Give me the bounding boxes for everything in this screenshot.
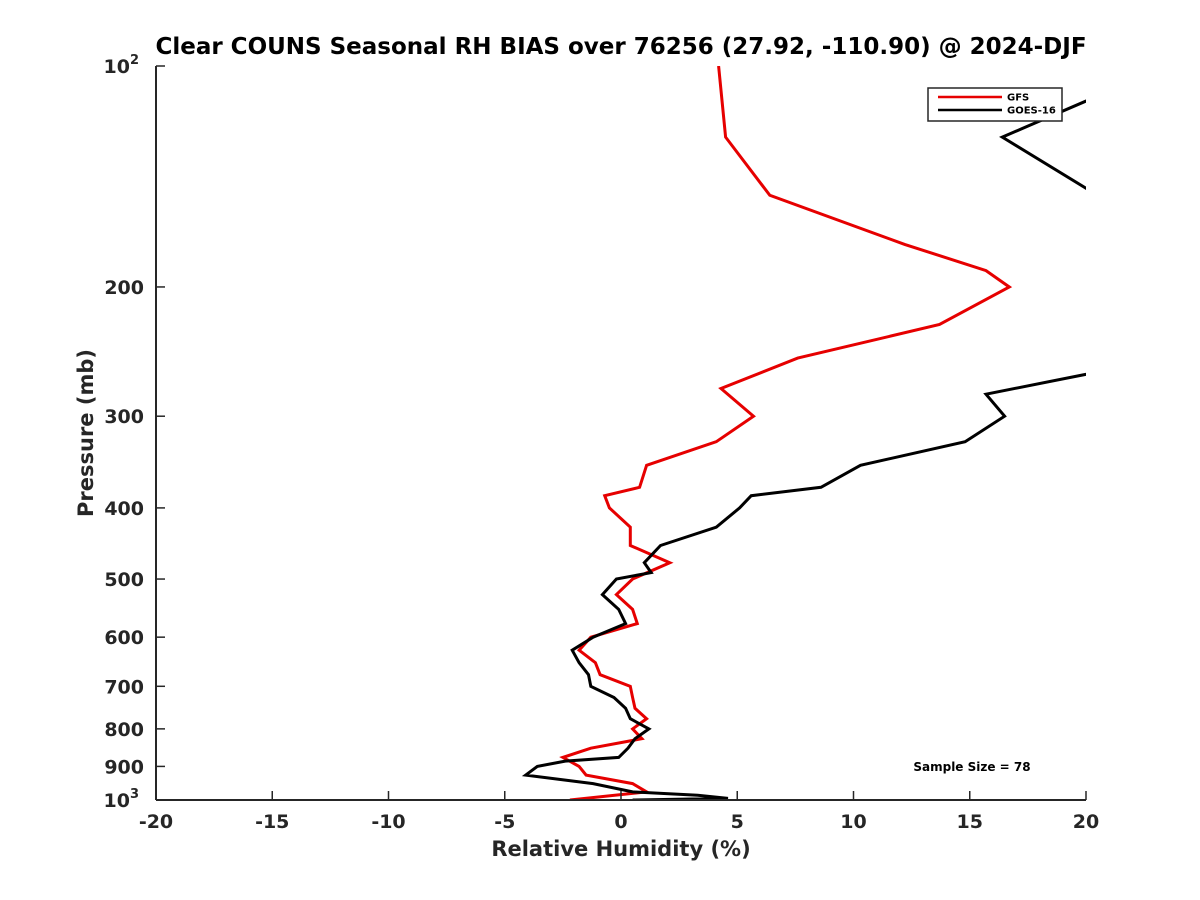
y-tick-label: 200 (104, 277, 144, 299)
legend-label: GOES-16 (1007, 106, 1056, 117)
y-tick-exponent: 2 (130, 53, 139, 68)
x-tick-label: 5 (731, 811, 744, 833)
y-tick-label: 400 (104, 498, 144, 520)
x-axis-label: Relative Humidity (%) (491, 837, 750, 861)
series-line-gfs (559, 66, 1013, 800)
y-axis-label: Pressure (mb) (74, 349, 98, 517)
legend-box (927, 87, 1063, 122)
series-line-goes-16 (521, 99, 1086, 800)
x-tick-label: 0 (614, 811, 627, 833)
y-tick-label: 600 (104, 627, 144, 649)
axes (155, 66, 1086, 801)
x-tick-label: -15 (255, 811, 289, 833)
x-tick-label: -20 (139, 811, 173, 833)
x-tick-label: 20 (1073, 811, 1099, 833)
y-tick-label: 800 (104, 719, 144, 741)
y-tick-label: 300 (104, 406, 144, 428)
x-tick-label: 10 (840, 811, 866, 833)
sample-size-annotation: Sample Size = 78 (913, 760, 1030, 774)
x-tick-label: -10 (371, 811, 405, 833)
y-tick-exponent: 3 (130, 787, 139, 802)
y-tick-label: 10 (104, 790, 130, 812)
legend: GFS GOES-16 (927, 87, 1063, 122)
series-layer (521, 66, 1086, 800)
legend-label: GFS (1007, 93, 1029, 104)
x-tick-label: 15 (957, 811, 983, 833)
x-ticks: -20 -15 -10 -5 0 5 10 15 20 (139, 791, 1099, 833)
y-tick-label: 10 (104, 56, 130, 78)
y-tick-label: 700 (104, 676, 144, 698)
y-tick-label: 900 (104, 756, 144, 778)
chart-title: Clear COUNS Seasonal RH BIAS over 76256 … (155, 34, 1086, 60)
y-tick-label: 500 (104, 569, 144, 591)
x-tick-label: -5 (494, 811, 515, 833)
